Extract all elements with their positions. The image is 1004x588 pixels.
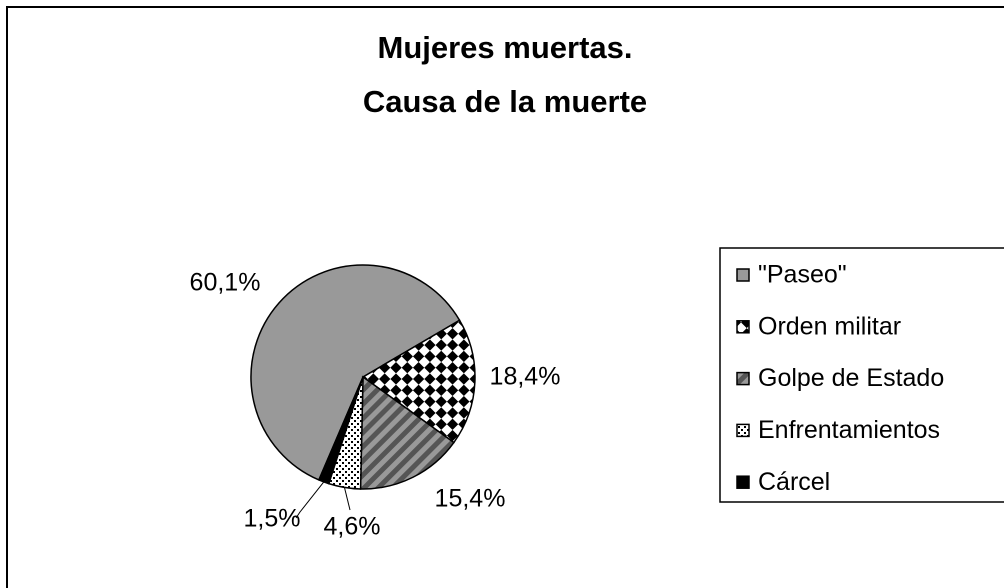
legend-label: Cárcel: [758, 468, 830, 496]
legend-label: Orden militar: [758, 312, 901, 340]
legend-label: Enfrentamientos: [758, 416, 940, 444]
data-label: 15,4%: [435, 485, 506, 513]
data-label: 18,4%: [490, 363, 561, 391]
pie-slice: [359, 375, 455, 490]
data-label: 1,5%: [244, 505, 301, 533]
pie-slice: [250, 264, 461, 481]
legend-swatch: [736, 475, 750, 489]
legend-label: "Paseo": [758, 261, 847, 289]
chart-title: Causa de la muerte: [363, 84, 647, 119]
chart-title: Mujeres muertas.: [378, 30, 633, 65]
data-label: 60,1%: [190, 269, 261, 297]
legend-swatch: [736, 371, 750, 386]
legend-swatch: [736, 268, 750, 282]
pie-slice: [361, 319, 476, 444]
leader-line: [295, 481, 325, 519]
data-label: 4,6%: [324, 513, 381, 541]
legend-swatch: [736, 423, 750, 438]
legend-label: Golpe de Estado: [758, 364, 944, 392]
pie-slice: [317, 376, 364, 485]
legend-swatch: [736, 320, 750, 334]
legend-box: [719, 247, 1004, 503]
leader-line: [343, 487, 351, 511]
